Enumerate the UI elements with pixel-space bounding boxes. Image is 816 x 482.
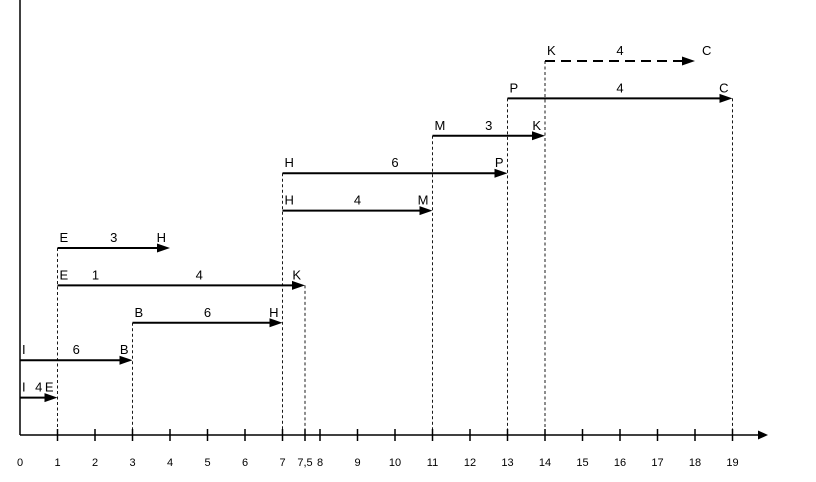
activity-from-label: E [60, 267, 69, 282]
activity-arrowhead [419, 206, 433, 216]
activity-arrowhead [494, 168, 508, 178]
activity-from-label: H [285, 155, 294, 170]
activity-duration-label: 4 [354, 193, 361, 208]
x-tick-label: 7 [279, 457, 285, 469]
activity-from-label: P [510, 80, 519, 95]
x-tick-label: 12 [464, 457, 476, 469]
activity-from-label: E [60, 230, 69, 245]
x-tick-label: 17 [651, 457, 663, 469]
x-tick-label: 14 [539, 457, 551, 469]
x-tick-label: 7,5 [297, 457, 312, 469]
activity-arrowhead [119, 355, 133, 365]
activity-arrowhead [44, 393, 58, 403]
activity-from-label: K [547, 43, 556, 58]
x-tick-label: 15 [576, 457, 588, 469]
activity-to-label: P [495, 155, 504, 170]
x-axis-arrowhead [758, 430, 768, 440]
activity-duration-label: 4 [196, 267, 203, 282]
activity-to-label: B [120, 342, 129, 357]
activity-from-label: M [435, 118, 446, 133]
activity-duration-label: 3 [110, 230, 117, 245]
activity-to-label: H [269, 305, 278, 320]
x-tick-label: 6 [242, 457, 248, 469]
activity-arrowhead [292, 280, 305, 290]
activity-arrowhead [682, 56, 695, 66]
x-axis-ticks: 0 1 2 3 4 5 6 7 7,5 8 9 10 11 12 13 14 15 16 17 18 19 [17, 429, 739, 469]
x-tick-label: 4 [167, 457, 173, 469]
x-tick-label: 0 [17, 457, 23, 469]
activity-duration-label: 4 [35, 380, 42, 395]
guide-lines [57, 61, 733, 435]
x-tick-label: 3 [129, 457, 135, 469]
activity-to-label: C [719, 80, 728, 95]
x-tick-label: 1 [54, 457, 60, 469]
activity-arrowhead [269, 318, 283, 328]
activity-arrowhead [532, 131, 545, 141]
x-tick-label: 2 [92, 457, 98, 469]
activity-to-label: H [157, 230, 166, 245]
activity-to-label: K [292, 267, 301, 282]
activity-duration-label: 6 [73, 342, 80, 357]
activity-to-label: M [418, 193, 429, 208]
x-tick-label: 5 [204, 457, 210, 469]
activity-to-label: C [702, 43, 711, 58]
activity-to-label: K [532, 118, 541, 133]
activity-to-label: E [45, 380, 54, 395]
activity-arrowhead [157, 243, 170, 253]
x-tick-label: 13 [501, 457, 513, 469]
activity-duration-label: 6 [391, 155, 398, 170]
x-tick-label: 16 [614, 457, 626, 469]
activity-from-label: I [22, 342, 26, 357]
activity-arrowhead [719, 93, 733, 103]
x-tick-label: 11 [427, 457, 438, 469]
x-tick-label: 10 [389, 457, 401, 469]
activity-from-label: B [135, 305, 144, 320]
activity-extra-label: 1 [92, 267, 99, 282]
activity-duration-label: 4 [616, 80, 623, 95]
x-tick-label: 8 [317, 457, 323, 469]
x-tick-label: 19 [726, 457, 738, 469]
activity-from-label: H [285, 193, 294, 208]
activity-duration-label: 4 [616, 43, 623, 58]
activity-duration-label: 3 [485, 118, 492, 133]
x-tick-label: 18 [689, 457, 701, 469]
activity-from-label: I [22, 380, 26, 395]
activity-duration-label: 6 [204, 305, 211, 320]
x-tick-label: 9 [354, 457, 360, 469]
